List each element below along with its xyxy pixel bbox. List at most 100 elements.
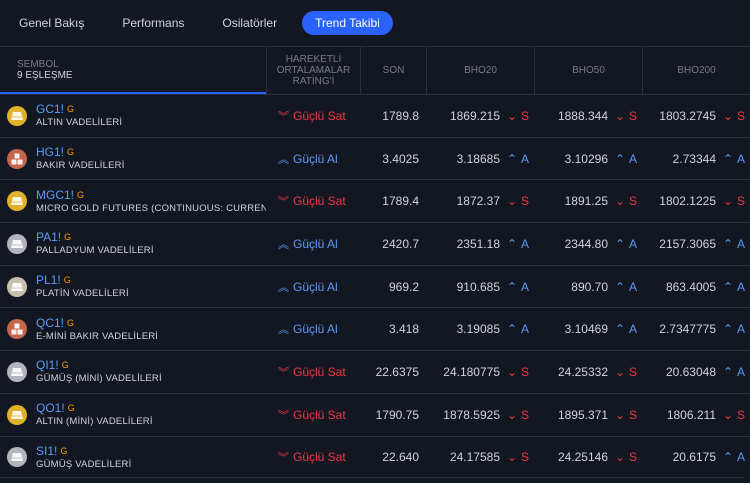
bho200-signal: S — [736, 407, 745, 422]
ticker-link[interactable]: SI1! G — [36, 443, 68, 458]
column-header-bho20[interactable]: BHO20 — [426, 47, 534, 94]
bho50-cell: 1888.344 ⌄ S — [534, 109, 642, 123]
delayed-flag-badge: G — [67, 317, 75, 328]
bho50-signal: S — [628, 364, 637, 379]
bho200-signal: S — [736, 108, 745, 123]
delayed-flag-badge: G — [67, 104, 75, 115]
chevron-up-icon: ⌃ — [615, 279, 626, 294]
symbol-cell: QI1! G GÜMÜŞ (MİNİ) VADELİLERİ — [0, 358, 266, 385]
column-header-ma-rating[interactable]: HAREKETLİ ORTALAMALAR RATİNG'İ — [266, 47, 360, 94]
ma-rating-cell: ︾ Güçlü Sat — [266, 364, 360, 380]
bho50-signal: S — [628, 108, 637, 123]
copper-cubes-icon — [7, 148, 27, 169]
delayed-flag-badge: G — [77, 189, 85, 200]
bho20-signal: S — [520, 364, 529, 379]
bho20-signal: A — [520, 151, 529, 166]
symbol-description: ALTIN VADELİLERİ — [36, 117, 123, 129]
strong-sell-icon: ︾ — [278, 409, 289, 422]
ticker-link[interactable]: QI1! G — [36, 358, 69, 373]
symbol-cell: PL1! G PLATİN VADELİLERİ — [0, 273, 266, 300]
strong-buy-icon: ︽ — [278, 281, 289, 294]
last-price-cell: 1790.75 — [375, 407, 419, 422]
bho50-cell: 890.70 ⌃ A — [534, 280, 642, 294]
bho20-signal: S — [520, 108, 529, 123]
chevron-up-icon: ⌃ — [723, 236, 734, 251]
horizontal-scrollbar[interactable] — [0, 477, 744, 483]
chevron-up-icon: ⌃ — [615, 322, 626, 337]
ticker-link[interactable]: QC1! G — [36, 315, 75, 330]
bho200-cell: 1803.2745 ⌄ S — [642, 109, 750, 123]
symbol-description: GÜMÜŞ VADELİLERİ — [36, 458, 132, 470]
bho20-cell: 24.180775 ⌄ S — [426, 365, 534, 379]
bho200-signal: A — [736, 151, 745, 166]
strong-sell-icon: ︾ — [278, 110, 289, 123]
bho50-signal: A — [628, 151, 637, 166]
table-row[interactable]: SI1! G GÜMÜŞ VADELİLERİ ︾ Güçlü Sat 22.640 24.… — [0, 435, 750, 479]
chevron-down-icon: ⌄ — [507, 194, 518, 209]
tab-trend-following[interactable]: Trend Takibi — [302, 11, 393, 35]
ticker-link[interactable]: MGC1! G — [36, 187, 85, 202]
bho20-signal: S — [520, 194, 529, 209]
ticker-link[interactable]: GC1! G — [36, 102, 75, 117]
tab-oscillators[interactable]: Osilatörler — [222, 16, 278, 30]
chevron-up-icon: ⌃ — [507, 279, 518, 294]
column-header-last[interactable]: SON — [360, 47, 426, 94]
chevron-up-icon: ⌃ — [615, 236, 626, 251]
last-price-cell: 3.418 — [388, 322, 419, 337]
ma-rating-text: Güçlü Al — [293, 151, 338, 166]
silver-bar-icon — [7, 447, 27, 468]
match-count: 9 EŞLEŞME — [17, 69, 73, 81]
symbol-description: BAKIR VADELİLERİ — [36, 160, 125, 172]
table-row[interactable]: GC1! G ALTIN VADELİLERİ ︾ Güçlü Sat 1789.8 186… — [0, 94, 750, 137]
bho50-cell: 3.10296 ⌃ A — [534, 152, 642, 166]
bho20-cell: 1878.5925 ⌄ S — [426, 408, 534, 422]
chevron-down-icon: ⌄ — [507, 364, 518, 379]
ticker-link[interactable]: HG1! G — [36, 145, 75, 160]
ticker-link[interactable]: PA1! G — [36, 230, 72, 245]
bho20-signal: S — [520, 450, 529, 465]
bho200-value: 20.63048 — [665, 364, 716, 379]
symbol-cell: MGC1! G MICRO GOLD FUTURES (CONTINUOUS: CU… — [0, 188, 266, 215]
bho20-cell: 2351.18 ⌃ A — [426, 237, 534, 251]
chevron-down-icon: ⌄ — [615, 194, 626, 209]
ma-rating-cell: ︽ Güçlü Al — [266, 279, 360, 295]
table-row[interactable]: MGC1! G MICRO GOLD FUTURES (CONTINUOUS: CU… — [0, 179, 750, 222]
tab-performance[interactable]: Performans — [122, 16, 185, 30]
platinum-bar-icon — [7, 276, 27, 297]
bho50-value: 24.25332 — [557, 364, 608, 379]
table-row[interactable]: PL1! G PLATİN VADELİLERİ ︽ Güçlü Al 969.2 910.… — [0, 264, 750, 308]
table-row[interactable]: QO1! G ALTIN (MİNİ) VADELİLERİ ︾ Güçlü Sat 17… — [0, 392, 750, 436]
bho20-value: 3.19085 — [456, 322, 500, 337]
bho20-value: 1872.37 — [456, 194, 500, 209]
table-row[interactable]: QC1! G E-MİNİ BAKIR VADELİLERİ ︽ Güçlü Al 3.4… — [0, 307, 750, 350]
delayed-flag-badge: G — [61, 360, 69, 371]
column-header-symbol[interactable]: SEMBOL 9 EŞLEŞME — [0, 47, 266, 94]
bho50-signal: S — [628, 194, 637, 209]
bho200-cell: 2.73344 ⌃ A — [642, 152, 750, 166]
last-price-cell: 1789.4 — [382, 194, 419, 209]
bho50-cell: 24.25332 ⌄ S — [534, 365, 642, 379]
bho50-value: 3.10469 — [564, 322, 608, 337]
column-header-bho50[interactable]: BHO50 — [534, 47, 642, 94]
bho200-signal: A — [736, 279, 745, 294]
tab-overview[interactable]: Genel Bakış — [19, 16, 85, 30]
chevron-up-icon: ⌃ — [723, 450, 734, 465]
vertical-scrollbar[interactable] — [744, 94, 750, 483]
symbol-description: PALLADYUM VADELİLERİ — [36, 245, 154, 257]
gold-bar-icon — [7, 404, 27, 425]
ma-rating-text: Güçlü Al — [293, 322, 338, 337]
bho20-value: 2351.18 — [456, 236, 500, 251]
chevron-down-icon: ⌄ — [723, 194, 734, 209]
table-row[interactable]: HG1! G BAKIR VADELİLERİ ︽ Güçlü Al 3.4025 3.18… — [0, 136, 750, 180]
ticker-link[interactable]: QO1! G — [36, 401, 75, 416]
bho50-signal: A — [628, 322, 637, 337]
chevron-down-icon: ⌄ — [615, 108, 626, 123]
bho200-value: 20.6175 — [672, 450, 716, 465]
column-header-bho200[interactable]: BHO200 — [642, 47, 750, 94]
ticker-link[interactable]: PL1! G — [36, 273, 71, 288]
table-row[interactable]: PA1! G PALLADYUM VADELİLERİ ︽ Güçlü Al 2420.7… — [0, 222, 750, 265]
bho20-value: 910.685 — [456, 279, 500, 294]
chevron-up-icon: ⌃ — [507, 151, 518, 166]
bho20-value: 24.180775 — [443, 364, 500, 379]
table-row[interactable]: QI1! G GÜMÜŞ (MİNİ) VADELİLERİ ︾ Güçlü Sat 22… — [0, 350, 750, 393]
